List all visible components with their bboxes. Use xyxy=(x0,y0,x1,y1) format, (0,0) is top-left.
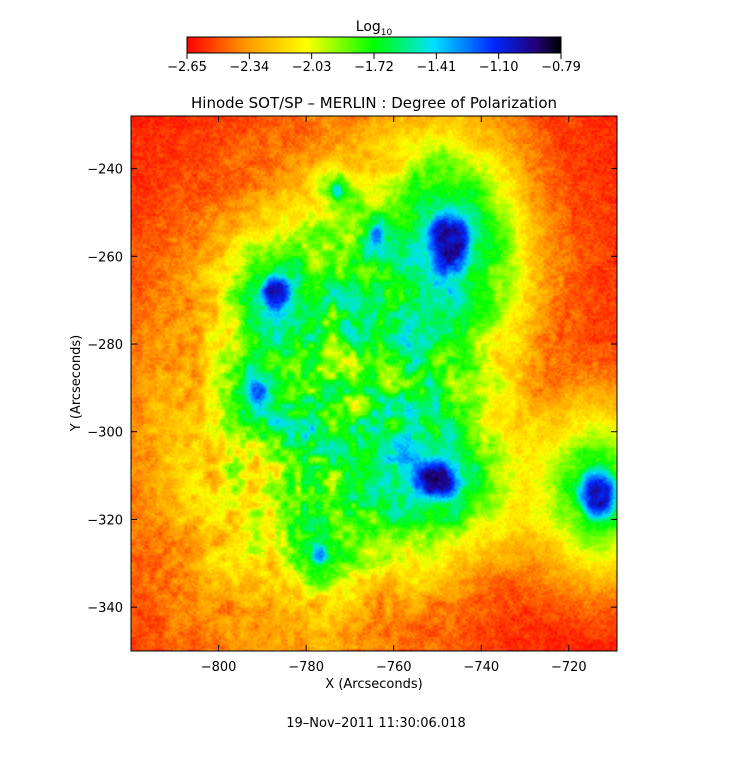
heatmap-plot xyxy=(131,116,617,651)
colorbar-tick-label: −0.79 xyxy=(541,60,581,75)
y-tick-label: −340 xyxy=(87,601,123,616)
colorbar-tick-label: −2.34 xyxy=(229,60,269,75)
colorbar-label: Log10 xyxy=(356,19,393,38)
chart-title: Hinode SOT/SP – MERLIN : Degree of Polar… xyxy=(191,94,557,112)
y-tick-label: −300 xyxy=(87,426,123,441)
timestamp: 19–Nov–2011 11:30:06.018 xyxy=(286,716,465,731)
colorbar-tick-label: −2.03 xyxy=(292,60,332,75)
x-tick-label: −720 xyxy=(551,660,587,675)
y-tick-label: −240 xyxy=(87,163,123,178)
axis-ticks: −800 −780 −760 −740 −720 −240 −260 −280 −300 −320… xyxy=(87,116,617,675)
colorbar-tick-label: −1.41 xyxy=(416,60,456,75)
colorbar-ticks: −2.65 −2.34 −2.03 −1.72 −1.41 −1.10 −0.79 xyxy=(167,53,581,75)
x-tick-label: −780 xyxy=(288,660,324,675)
colorbar-tick-label: −1.72 xyxy=(354,60,394,75)
colorbar xyxy=(186,36,562,54)
x-tick-label: −740 xyxy=(463,660,499,675)
x-tick-label: −800 xyxy=(201,660,237,675)
polarization-heatmap xyxy=(131,116,617,651)
colorbar-tick-label: −1.10 xyxy=(479,60,519,75)
plot-frame xyxy=(130,115,618,652)
y-tick-label: −260 xyxy=(87,250,123,265)
x-axis-label: X (Arcseconds) xyxy=(325,677,422,692)
y-axis-label: Y (Arcseconds) xyxy=(69,335,84,432)
colorbar-tick-label: −2.65 xyxy=(167,60,207,75)
y-tick-label: −280 xyxy=(87,338,123,353)
x-tick-label: −760 xyxy=(376,660,412,675)
y-tick-label: −320 xyxy=(87,513,123,528)
